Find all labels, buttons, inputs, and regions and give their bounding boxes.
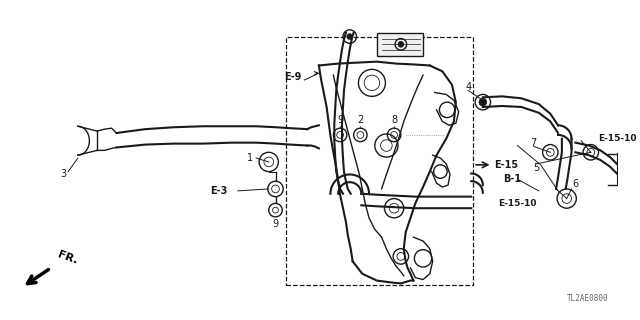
Text: 6: 6: [572, 179, 579, 189]
Text: 9: 9: [337, 115, 343, 124]
Text: E-15: E-15: [494, 160, 518, 170]
Text: E-15-10: E-15-10: [598, 134, 637, 143]
Circle shape: [479, 98, 486, 106]
Text: 9: 9: [273, 219, 278, 228]
Text: 1: 1: [247, 153, 253, 163]
Text: 4: 4: [465, 82, 472, 92]
Text: 2: 2: [357, 115, 364, 124]
Text: E-9: E-9: [284, 72, 301, 82]
Text: B-1: B-1: [502, 174, 521, 184]
Text: E-15-10: E-15-10: [499, 199, 537, 208]
Circle shape: [398, 41, 404, 47]
Text: FR.: FR.: [56, 250, 79, 266]
Text: 3: 3: [60, 170, 67, 180]
FancyBboxPatch shape: [377, 33, 423, 56]
Bar: [286, 36, 473, 285]
Circle shape: [347, 34, 353, 39]
Text: 7: 7: [530, 138, 536, 148]
Text: TL2AE0800: TL2AE0800: [566, 294, 608, 303]
Text: 5: 5: [534, 163, 540, 173]
Text: 8: 8: [391, 115, 397, 124]
Text: E-3: E-3: [210, 186, 227, 196]
